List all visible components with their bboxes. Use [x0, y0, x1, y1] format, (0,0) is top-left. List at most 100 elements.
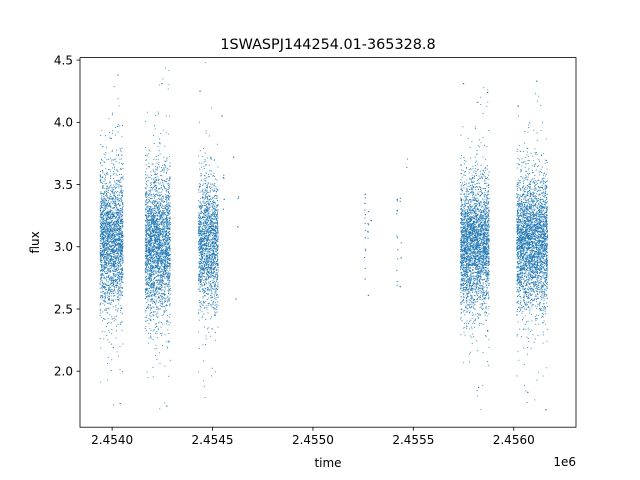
- data-point: [161, 179, 163, 180]
- data-point: [112, 203, 113, 205]
- data-point: [104, 283, 106, 285]
- data-point: [153, 253, 155, 255]
- data-point: [166, 225, 168, 227]
- data-point: [166, 272, 168, 274]
- data-point: [111, 160, 113, 162]
- data-point: [113, 317, 115, 319]
- data-point: [113, 207, 114, 209]
- data-point: [121, 240, 123, 242]
- data-point: [118, 237, 119, 239]
- data-point: [159, 239, 161, 241]
- data-point: [121, 257, 123, 259]
- data-point: [103, 211, 104, 213]
- data-point: [147, 294, 149, 296]
- data-point: [101, 266, 102, 268]
- data-point: [122, 221, 124, 223]
- data-point: [161, 300, 163, 302]
- data-point: [101, 227, 103, 228]
- data-point: [102, 217, 104, 219]
- data-point: [158, 220, 160, 222]
- data-point: [114, 243, 116, 245]
- data-point: [211, 186, 213, 188]
- data-point: [149, 292, 151, 294]
- data-point: [115, 197, 117, 199]
- data-point: [102, 226, 104, 228]
- data-point: [164, 161, 166, 163]
- data-point: [146, 180, 147, 182]
- data-point: [160, 210, 161, 212]
- data-point: [205, 220, 207, 222]
- data-point: [108, 217, 110, 219]
- data-point: [158, 287, 160, 289]
- data-point: [151, 218, 153, 220]
- data-point: [148, 236, 150, 238]
- data-point: [157, 240, 159, 242]
- data-point: [122, 168, 124, 170]
- data-point: [169, 289, 171, 291]
- data-point: [104, 264, 106, 266]
- data-point: [110, 266, 112, 268]
- data-point: [106, 248, 108, 250]
- data-point: [154, 240, 156, 242]
- data-point: [160, 132, 162, 134]
- data-point: [100, 275, 102, 277]
- data-point: [154, 225, 156, 227]
- data-point: [157, 218, 159, 219]
- data-point: [103, 299, 104, 301]
- data-point: [164, 207, 166, 209]
- data-point: [120, 246, 121, 248]
- data-point: [114, 181, 116, 183]
- data-point: [107, 217, 109, 219]
- data-point: [158, 179, 159, 181]
- data-point: [159, 321, 161, 323]
- data-point: [102, 172, 104, 174]
- data-point: [166, 323, 168, 325]
- data-point: [119, 226, 121, 228]
- data-point: [163, 268, 165, 269]
- data-point: [168, 83, 170, 85]
- data-point: [107, 214, 109, 216]
- data-point: [117, 218, 119, 220]
- data-point: [157, 235, 159, 237]
- data-point: [120, 268, 122, 270]
- data-point: [158, 253, 160, 255]
- data-point: [149, 287, 151, 289]
- data-point: [120, 235, 122, 237]
- data-point: [121, 203, 123, 205]
- data-point: [162, 182, 164, 184]
- data-point: [169, 237, 171, 239]
- data-point: [161, 259, 163, 261]
- data-point: [164, 271, 166, 273]
- data-point: [107, 299, 109, 301]
- data-point: [145, 121, 147, 123]
- data-point: [147, 241, 149, 243]
- data-point: [120, 273, 122, 275]
- data-point: [148, 323, 150, 325]
- data-point: [111, 224, 113, 226]
- data-point: [159, 260, 161, 262]
- data-point: [102, 251, 104, 253]
- data-point: [118, 236, 120, 238]
- data-point: [164, 207, 166, 209]
- data-point: [147, 230, 148, 232]
- data-point: [153, 185, 155, 187]
- data-point: [150, 330, 152, 331]
- data-point: [152, 267, 154, 269]
- data-point: [102, 282, 104, 284]
- data-point: [113, 240, 114, 242]
- data-point: [110, 224, 112, 226]
- data-point: [211, 212, 213, 214]
- data-point: [110, 258, 111, 260]
- data-point: [100, 291, 102, 293]
- data-point: [153, 257, 155, 259]
- data-point: [147, 295, 149, 297]
- data-point: [105, 245, 107, 247]
- data-point: [145, 237, 147, 239]
- data-point: [147, 218, 149, 220]
- data-point: [117, 212, 119, 214]
- data-point: [147, 288, 149, 290]
- data-point: [150, 225, 152, 227]
- data-point: [164, 238, 166, 240]
- data-point: [121, 275, 123, 277]
- data-point: [154, 302, 156, 304]
